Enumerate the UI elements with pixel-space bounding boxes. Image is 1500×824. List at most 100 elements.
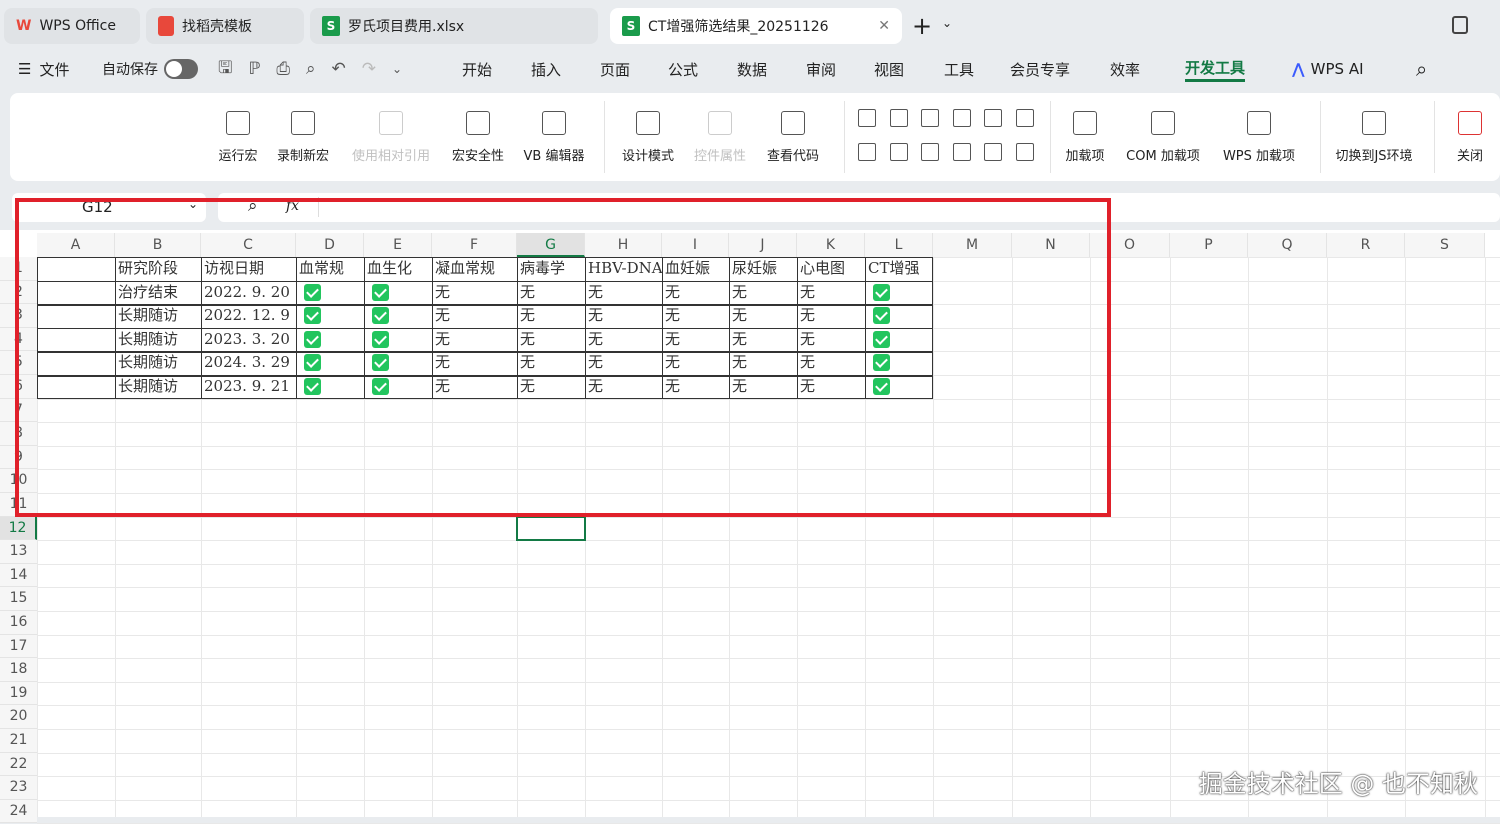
spreadsheet-grid[interactable]: A B C D E F G H I J K L M N O P Q R S 1 2 3 4 5 6 7 8 9 10 11 12 13 14 15… <box>0 230 1500 824</box>
menu-tab[interactable]: 审阅 <box>806 60 837 79</box>
ribbon-button[interactable]: 查看代码 <box>763 93 823 181</box>
table-cell[interactable]: 长期随访 <box>118 306 179 325</box>
table-cell[interactable]: 无 <box>588 329 604 348</box>
column-header[interactable]: L <box>865 233 933 257</box>
menu-tab[interactable]: 效率 <box>1110 60 1141 79</box>
ribbon-button[interactable]: 运行宏 <box>216 93 260 181</box>
window-restore-icon[interactable] <box>1452 16 1468 34</box>
table-cell[interactable] <box>865 281 933 308</box>
undo-icon[interactable]: ↶ <box>331 59 346 79</box>
name-box[interactable]: G12 ⌄ <box>12 193 206 222</box>
table-header-cell[interactable]: 心电图 <box>800 259 846 277</box>
zoom-formula-icon[interactable]: ⌕ <box>248 196 258 216</box>
column-header[interactable]: Q <box>1248 233 1327 257</box>
ribbon-button[interactable]: WPS 加载项 <box>1218 93 1300 181</box>
column-header[interactable]: J <box>729 233 797 257</box>
print-icon[interactable]: ⎙ <box>276 59 291 79</box>
ribbon-button[interactable]: 使用相对引用 <box>346 93 436 181</box>
table-cell[interactable]: 无 <box>665 329 681 348</box>
ribbon-button[interactable]: 宏安全性 <box>448 93 508 181</box>
form-control-icon[interactable] <box>858 109 876 127</box>
column-header[interactable]: F <box>432 233 517 257</box>
table-cell[interactable]: 2024. 3. 29 <box>204 353 290 372</box>
table-cell[interactable]: 无 <box>520 329 536 348</box>
table-cell[interactable]: 无 <box>520 353 536 372</box>
ribbon-button[interactable]: COM 加载项 <box>1120 93 1206 181</box>
table-cell[interactable] <box>865 304 933 331</box>
row-header[interactable]: 17 <box>0 634 37 659</box>
table-cell[interactable]: 长期随访 <box>118 353 179 372</box>
form-control-icon[interactable] <box>858 143 876 161</box>
table-cell[interactable]: 无 <box>732 353 748 372</box>
table-cell[interactable]: 无 <box>800 353 816 372</box>
table-cell[interactable]: 无 <box>800 377 816 395</box>
menu-tab[interactable]: 视图 <box>874 60 905 79</box>
redo-icon[interactable]: ↷ <box>361 59 377 79</box>
ribbon-button[interactable]: VB 编辑器 <box>520 93 588 181</box>
table-cell[interactable]: 无 <box>588 282 604 301</box>
format-painter-icon[interactable]: ℙ <box>248 59 261 79</box>
table-cell[interactable]: 无 <box>665 353 681 372</box>
menu-tab[interactable]: 开始 <box>462 60 493 79</box>
autosave-toggle[interactable]: 自动保存 <box>102 56 198 82</box>
column-header[interactable]: O <box>1090 233 1170 257</box>
menu-tab[interactable]: 工具 <box>944 60 975 79</box>
more-chevron-icon[interactable]: ⌄ <box>392 62 403 76</box>
form-control-icon[interactable] <box>1015 109 1034 127</box>
table-cell[interactable]: 无 <box>520 306 536 325</box>
table-cell[interactable] <box>296 375 364 402</box>
table-header-cell[interactable]: 尿妊娠 <box>732 259 778 277</box>
form-control-icon[interactable] <box>984 109 1002 127</box>
table-header-cell[interactable]: 研究阶段 <box>118 259 179 277</box>
form-control-icon[interactable] <box>921 143 939 161</box>
column-header[interactable]: S <box>1405 233 1485 257</box>
tab[interactable]: S 罗氏项目费用.xlsx <box>310 8 598 44</box>
table-cell[interactable]: 无 <box>665 306 681 325</box>
tab[interactable]: S CT增强筛选结果_20251126 ✕ <box>610 8 902 44</box>
table-cell[interactable]: 治疗结束 <box>118 282 179 301</box>
table-header-cell[interactable]: 血妊娠 <box>665 259 711 277</box>
table-cell[interactable]: 无 <box>588 353 604 372</box>
table-cell[interactable]: 无 <box>588 377 604 395</box>
menu-tab[interactable]: 插入 <box>531 60 562 79</box>
table-header-cell[interactable]: CT增强 <box>868 259 920 277</box>
table-cell[interactable]: 无 <box>435 306 451 325</box>
column-header[interactable]: R <box>1327 233 1405 257</box>
column-header[interactable]: G <box>517 233 585 257</box>
row-header[interactable]: 20 <box>0 705 37 729</box>
row-header[interactable]: 21 <box>0 729 37 753</box>
menu-tab[interactable]: 页面 <box>600 60 631 79</box>
table-cell[interactable]: 无 <box>732 377 748 395</box>
ribbon-button[interactable]: 切换到JS环境 <box>1328 93 1420 181</box>
table-cell[interactable] <box>865 375 933 402</box>
menu-tab[interactable]: 数据 <box>737 60 768 79</box>
table-cell[interactable]: 无 <box>800 329 816 348</box>
ribbon-button[interactable]: 控件属性 <box>690 93 750 181</box>
form-control-icon[interactable] <box>889 143 908 161</box>
tab[interactable]: 找稻壳模板 <box>146 8 304 44</box>
close-icon[interactable]: ✕ <box>878 18 890 34</box>
table-cell[interactable]: 长期随访 <box>118 329 179 348</box>
row-header[interactable]: 19 <box>0 681 37 706</box>
form-control-icon[interactable] <box>984 143 1002 161</box>
table-cell[interactable] <box>296 328 364 355</box>
table-cell[interactable]: 无 <box>732 329 748 348</box>
row-header[interactable]: 24 <box>0 799 37 824</box>
form-control-icon[interactable] <box>889 109 908 127</box>
menu-tab[interactable]: 开发工具 <box>1185 56 1246 82</box>
new-tab-button[interactable]: + <box>912 12 933 40</box>
table-cell[interactable]: 无 <box>732 282 748 301</box>
row-header[interactable]: 18 <box>0 658 37 682</box>
table-cell[interactable]: 无 <box>435 329 451 348</box>
table-cell[interactable]: 无 <box>800 306 816 325</box>
save-icon[interactable]: 🖫 <box>218 57 233 78</box>
ribbon-button[interactable]: 关闭 <box>1454 93 1486 181</box>
file-menu[interactable]: ☰ 文件 <box>18 60 70 79</box>
ribbon-button[interactable]: 录制新宏 <box>273 93 333 181</box>
column-header[interactable]: K <box>797 233 865 257</box>
table-cell[interactable]: 无 <box>588 306 604 325</box>
table-cell[interactable] <box>865 351 933 378</box>
table-cell[interactable]: 2022. 12. 9 <box>204 306 290 325</box>
table-cell[interactable]: 无 <box>435 282 451 301</box>
table-cell[interactable] <box>364 304 432 331</box>
